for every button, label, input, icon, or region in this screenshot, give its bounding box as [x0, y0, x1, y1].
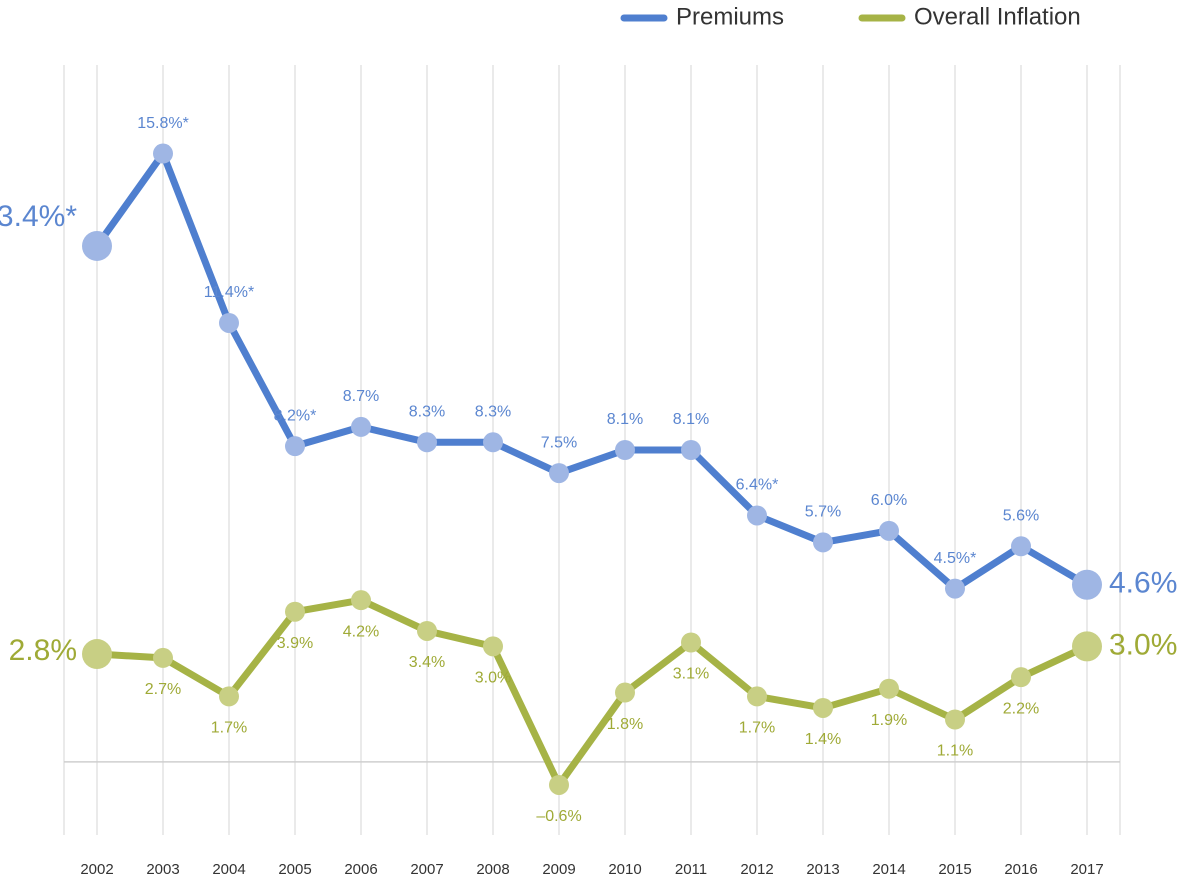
value-label: 15.8%* [137, 115, 189, 132]
value-label: 3.4% [409, 654, 445, 671]
data-point [549, 774, 569, 795]
data-point [681, 632, 701, 653]
value-label: 8.7% [343, 388, 379, 405]
x-tick-label: 2002 [80, 861, 113, 878]
value-label: 3.0% [475, 670, 511, 687]
value-label: 1.8% [607, 716, 643, 733]
value-label: –0.6% [536, 808, 581, 825]
value-label: 4.2% [343, 623, 379, 640]
x-tick-label: 2012 [740, 861, 773, 878]
series-line [94, 150, 1089, 593]
value-label: 1.9% [871, 712, 907, 729]
data-point [285, 601, 305, 622]
data-point [813, 697, 833, 718]
data-point [1011, 667, 1031, 688]
value-label: 3.1% [673, 666, 709, 683]
data-point [1011, 536, 1031, 557]
value-label: 13.4%* [0, 200, 77, 233]
value-label: 1.7% [739, 720, 775, 737]
x-tick-label: 2010 [608, 861, 641, 878]
data-point [549, 463, 569, 484]
value-label: 1.1% [937, 743, 973, 760]
legend-label: Premiums [676, 3, 784, 30]
value-label: 1.7% [211, 720, 247, 737]
x-tick-label: 2014 [872, 861, 905, 878]
value-label: 2.8% [9, 634, 77, 667]
value-label: 5.7% [805, 504, 841, 521]
value-label: 4.6% [1109, 567, 1177, 600]
x-tick-label: 2003 [146, 861, 179, 878]
x-tick-label: 2005 [278, 861, 311, 878]
value-label: 7.5% [541, 434, 577, 451]
data-point [615, 440, 635, 460]
value-label: 2.2% [1003, 700, 1039, 717]
x-tick-label: 2006 [344, 861, 377, 878]
value-label: 4.5%* [934, 550, 977, 567]
data-point [219, 686, 239, 707]
series-line [96, 596, 1089, 789]
value-label: 8.3% [475, 404, 511, 421]
value-label: 8.3% [409, 404, 445, 421]
value-label: 2.7% [145, 681, 181, 698]
value-label: 3.9% [277, 635, 313, 652]
value-label: 6.0% [871, 492, 907, 509]
x-tick-label: 2017 [1070, 861, 1103, 878]
data-point [153, 143, 173, 164]
data-point [153, 647, 173, 668]
value-label: 11.4%* [204, 284, 254, 301]
x-tick-label: 2016 [1004, 861, 1037, 878]
data-point [82, 639, 112, 670]
x-tick-label: 2015 [938, 861, 971, 878]
data-point [945, 709, 965, 730]
value-label: 8.2%* [274, 407, 317, 424]
data-point [219, 312, 239, 333]
value-label: 1.4% [805, 731, 841, 748]
x-tick-label: 2011 [675, 861, 707, 878]
data-point [417, 432, 437, 453]
data-point [417, 620, 437, 641]
x-tick-label: 2013 [806, 861, 839, 878]
x-tick-label: 2008 [476, 861, 509, 878]
x-tick-label: 2007 [410, 861, 443, 878]
x-tick-label: 2004 [212, 861, 245, 878]
x-tick-label: 2009 [542, 861, 575, 878]
data-point [285, 436, 305, 457]
legend-label: Overall Inflation [914, 3, 1081, 30]
value-label: 5.6% [1003, 507, 1039, 524]
value-label: 3.0% [1109, 628, 1177, 661]
data-point [615, 682, 635, 703]
data-point [351, 416, 371, 437]
value-label: 6.4%* [736, 477, 779, 494]
data-point [82, 230, 112, 261]
data-point [1072, 569, 1102, 600]
data-point [483, 636, 503, 657]
data-point [351, 590, 371, 611]
data-point [879, 520, 899, 541]
data-point [1072, 631, 1102, 662]
data-point [747, 686, 767, 707]
data-point [483, 432, 503, 453]
value-label: 8.1% [673, 411, 709, 428]
data-point [879, 678, 899, 699]
data-point [813, 532, 833, 553]
data-point [681, 440, 701, 460]
value-label: 8.1% [607, 411, 643, 428]
data-point [747, 505, 767, 526]
data-point [945, 578, 965, 599]
